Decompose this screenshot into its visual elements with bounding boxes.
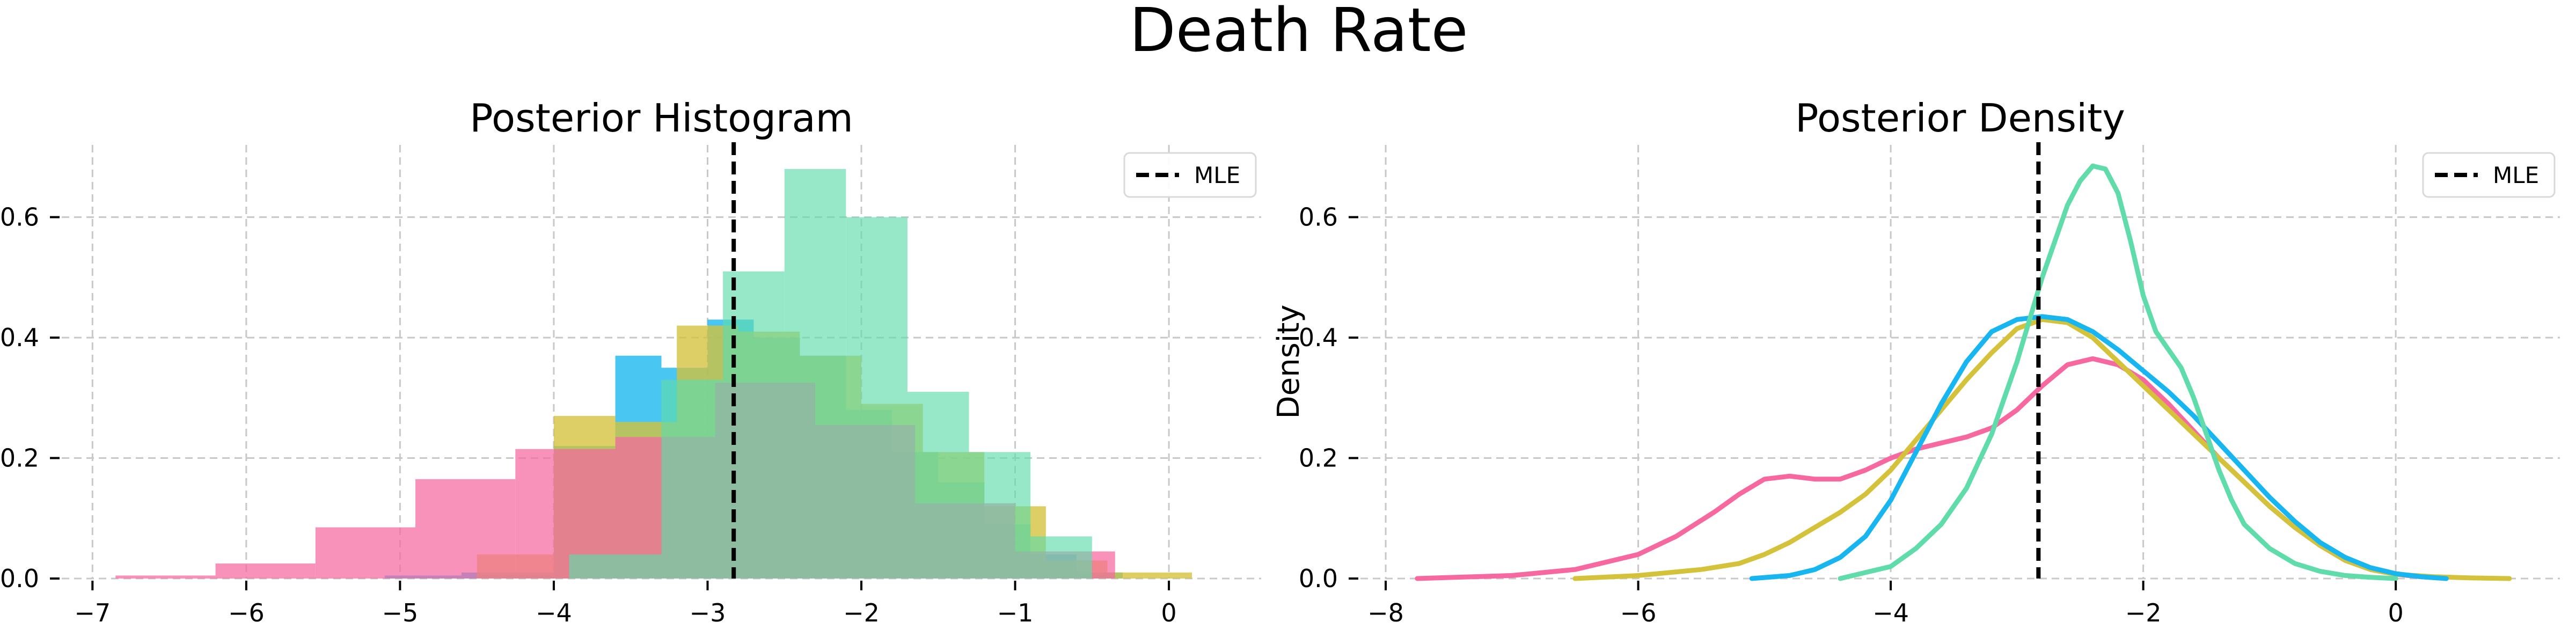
density-curve <box>1838 163 2398 581</box>
histogram-bar <box>215 563 316 579</box>
legend-mle-label: MLE <box>2493 162 2539 188</box>
density-title: Posterior Density <box>1795 96 2125 141</box>
histogram-bar <box>661 379 723 579</box>
density-axes: −8 −6 −4 −2 0 0.0 0.2 0.4 0.6 <box>1299 203 2404 627</box>
histogram-bar <box>846 217 908 579</box>
density-panel: Posterior Density Density −8 −6 −4 −2 0 0.0 0.… <box>1271 96 2560 627</box>
density-curve <box>1749 314 2449 581</box>
histogram-bar <box>907 392 969 579</box>
y-tick-label: 0.0 <box>1299 564 1338 593</box>
histogram-axes: −7 −6 −5 −4 −3 −2 −1 0 0.0 0.2 0.4 0.6 <box>0 203 1177 627</box>
y-tick-label: 0.2 <box>1299 444 1338 473</box>
histogram-bar <box>315 527 416 579</box>
density-curve <box>1415 356 2449 581</box>
x-tick-label: −3 <box>690 598 726 627</box>
histogram-bar <box>115 575 216 579</box>
legend-mle-label: MLE <box>1194 162 1240 188</box>
x-tick-label: −5 <box>382 598 418 627</box>
density-curves <box>1415 163 2512 581</box>
density-curve <box>1572 317 2512 581</box>
x-tick-label: −8 <box>1367 598 1404 627</box>
x-tick-label: −4 <box>1872 598 1909 627</box>
x-tick-label: −2 <box>843 598 880 627</box>
density-legend: MLE <box>2422 152 2556 198</box>
y-tick-label: 0.6 <box>0 203 39 232</box>
x-tick-label: −6 <box>228 598 265 627</box>
legend-box <box>2422 152 2556 198</box>
histogram-bar <box>1030 536 1092 579</box>
figure-suptitle: Death Rate <box>1129 0 1468 65</box>
histogram-panel: Posterior Histogram −7 −6 −5 −4 −3 −2 −1 0 0.0 0.… <box>0 96 1261 627</box>
histogram-bar <box>969 452 1031 579</box>
x-tick-label: −1 <box>997 598 1034 627</box>
x-tick-label: 0 <box>1161 598 1176 627</box>
x-tick-label: −7 <box>74 598 111 627</box>
y-tick-label: 0.6 <box>1299 203 1338 232</box>
x-tick-label: −4 <box>536 598 572 627</box>
histogram-legend: MLE <box>1123 152 1257 198</box>
y-tick-label: 0.2 <box>0 444 39 473</box>
histogram-bar <box>569 554 662 579</box>
histogram-bar <box>415 479 516 579</box>
legend-box <box>1123 152 1257 198</box>
x-tick-label: −6 <box>1620 598 1657 627</box>
histogram-bars <box>115 169 1192 579</box>
density-ylabel: Density <box>1271 305 1306 419</box>
histogram-bar <box>1107 572 1192 579</box>
x-tick-label: −2 <box>2125 598 2162 627</box>
y-tick-label: 0.4 <box>1299 323 1338 352</box>
y-tick-label: 0.0 <box>0 564 39 593</box>
density-grid <box>1360 145 2560 580</box>
x-tick-label: 0 <box>2388 598 2404 627</box>
histogram-title: Posterior Histogram <box>470 96 853 141</box>
histogram-bar <box>784 169 846 579</box>
y-tick-label: 0.4 <box>0 323 39 352</box>
